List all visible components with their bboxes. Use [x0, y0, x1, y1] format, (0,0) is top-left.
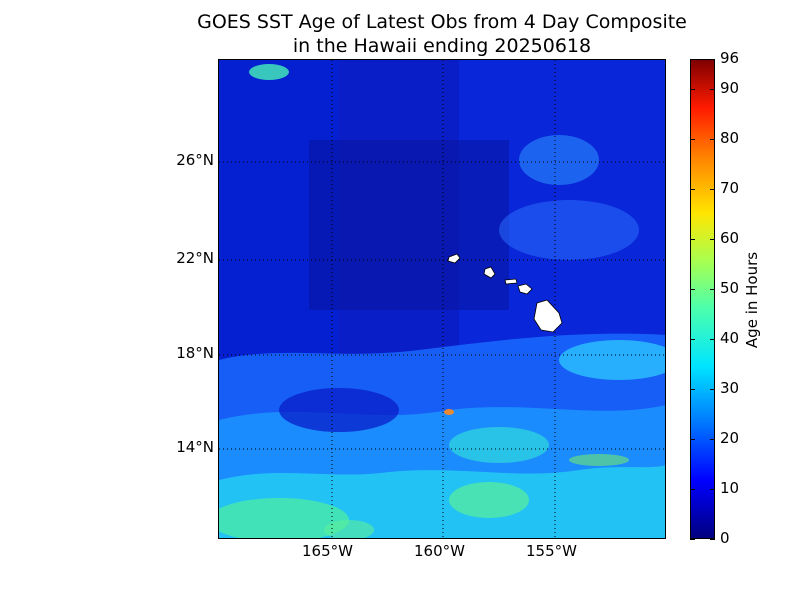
- patch-east-blue: [499, 200, 639, 260]
- colorbar-tick-mark: [690, 439, 695, 440]
- colorbar-tick-mark: [710, 239, 715, 240]
- colorbar-tick-mark: [690, 389, 695, 390]
- patch-south-green-2: [324, 520, 374, 538]
- map-canvas: [219, 60, 665, 538]
- colorbar-tick-label: 70: [720, 179, 740, 197]
- colorbar-tick-label: 80: [720, 129, 740, 147]
- colorbar: [690, 59, 715, 539]
- island-molokai: [504, 278, 518, 285]
- map-title-line1: GOES SST Age of Latest Obs from 4 Day Co…: [197, 11, 687, 33]
- lon-label-155w: 155°W: [526, 542, 577, 560]
- colorbar-tick-mark: [710, 289, 715, 290]
- graticule: [219, 60, 665, 538]
- island-oahu: [483, 266, 496, 279]
- colorbar-tick-mark: [710, 89, 715, 90]
- lat-label-22n: 22°N: [176, 249, 214, 267]
- patch-southwest-dark: [279, 388, 399, 432]
- colorbar-tick-label: 20: [720, 429, 740, 447]
- colorbar-tick-label: 90: [720, 79, 740, 97]
- colorbar-tick-mark: [690, 289, 695, 290]
- colorbar-tick-label: 30: [720, 379, 740, 397]
- lon-label-160w: 160°W: [414, 542, 465, 560]
- colorbar-tick-label: 60: [720, 229, 740, 247]
- colorbar-tick-mark: [710, 539, 715, 540]
- colorbar-tick-mark: [710, 59, 715, 60]
- island-hawaii: [533, 299, 563, 333]
- colorbar-tick-label: 50: [720, 279, 740, 297]
- colorbar-label: Age in Hours: [743, 251, 761, 349]
- colorbar-tick-mark: [710, 489, 715, 490]
- lat-label-14n: 14°N: [176, 438, 214, 456]
- colorbar-tick-mark: [690, 189, 695, 190]
- colorbar-tick-mark: [690, 139, 695, 140]
- colorbar-tick-mark: [710, 339, 715, 340]
- patch-southeast-yellowgreen: [569, 454, 629, 466]
- lat-label-26n: 26°N: [176, 151, 214, 169]
- colorbar-tick-mark: [690, 539, 695, 540]
- colorbar-tick-label: 40: [720, 329, 740, 347]
- island-maui: [517, 283, 533, 295]
- colorbar-tick-mark: [690, 489, 695, 490]
- colorbar-tick-mark: [690, 339, 695, 340]
- patch-northwest-green: [249, 64, 289, 80]
- patch-east-cyan: [559, 340, 665, 380]
- colorbar-tick-label: 96: [720, 49, 740, 67]
- patch-southwest-green: [219, 498, 349, 538]
- lat-label-18n: 18°N: [176, 344, 214, 362]
- colorbar-tick-mark: [690, 89, 695, 90]
- island-kauai: [447, 253, 461, 264]
- hawaiian-islands: [447, 253, 563, 333]
- colorbar-tick-label: 0: [720, 529, 730, 547]
- colorbar-tick-mark: [710, 439, 715, 440]
- colorbar-tick-mark: [710, 139, 715, 140]
- colorbar-tick-label: 10: [720, 479, 740, 497]
- colorbar-tick-mark: [690, 239, 695, 240]
- colorbar-tick-mark: [710, 189, 715, 190]
- colorbar-tick-mark: [690, 59, 695, 60]
- map-title-line2: in the Hawaii ending 20250618: [292, 35, 592, 57]
- patch-orange-spot: [444, 409, 454, 415]
- ocean-region-central-dark: [309, 140, 509, 310]
- sst-age-map: [218, 59, 666, 539]
- patch-south-green: [449, 482, 529, 518]
- colorbar-tick-mark: [710, 389, 715, 390]
- patch-northeast-blue: [519, 135, 599, 185]
- patch-south-cyan: [449, 427, 549, 463]
- lon-label-165w: 165°W: [302, 542, 353, 560]
